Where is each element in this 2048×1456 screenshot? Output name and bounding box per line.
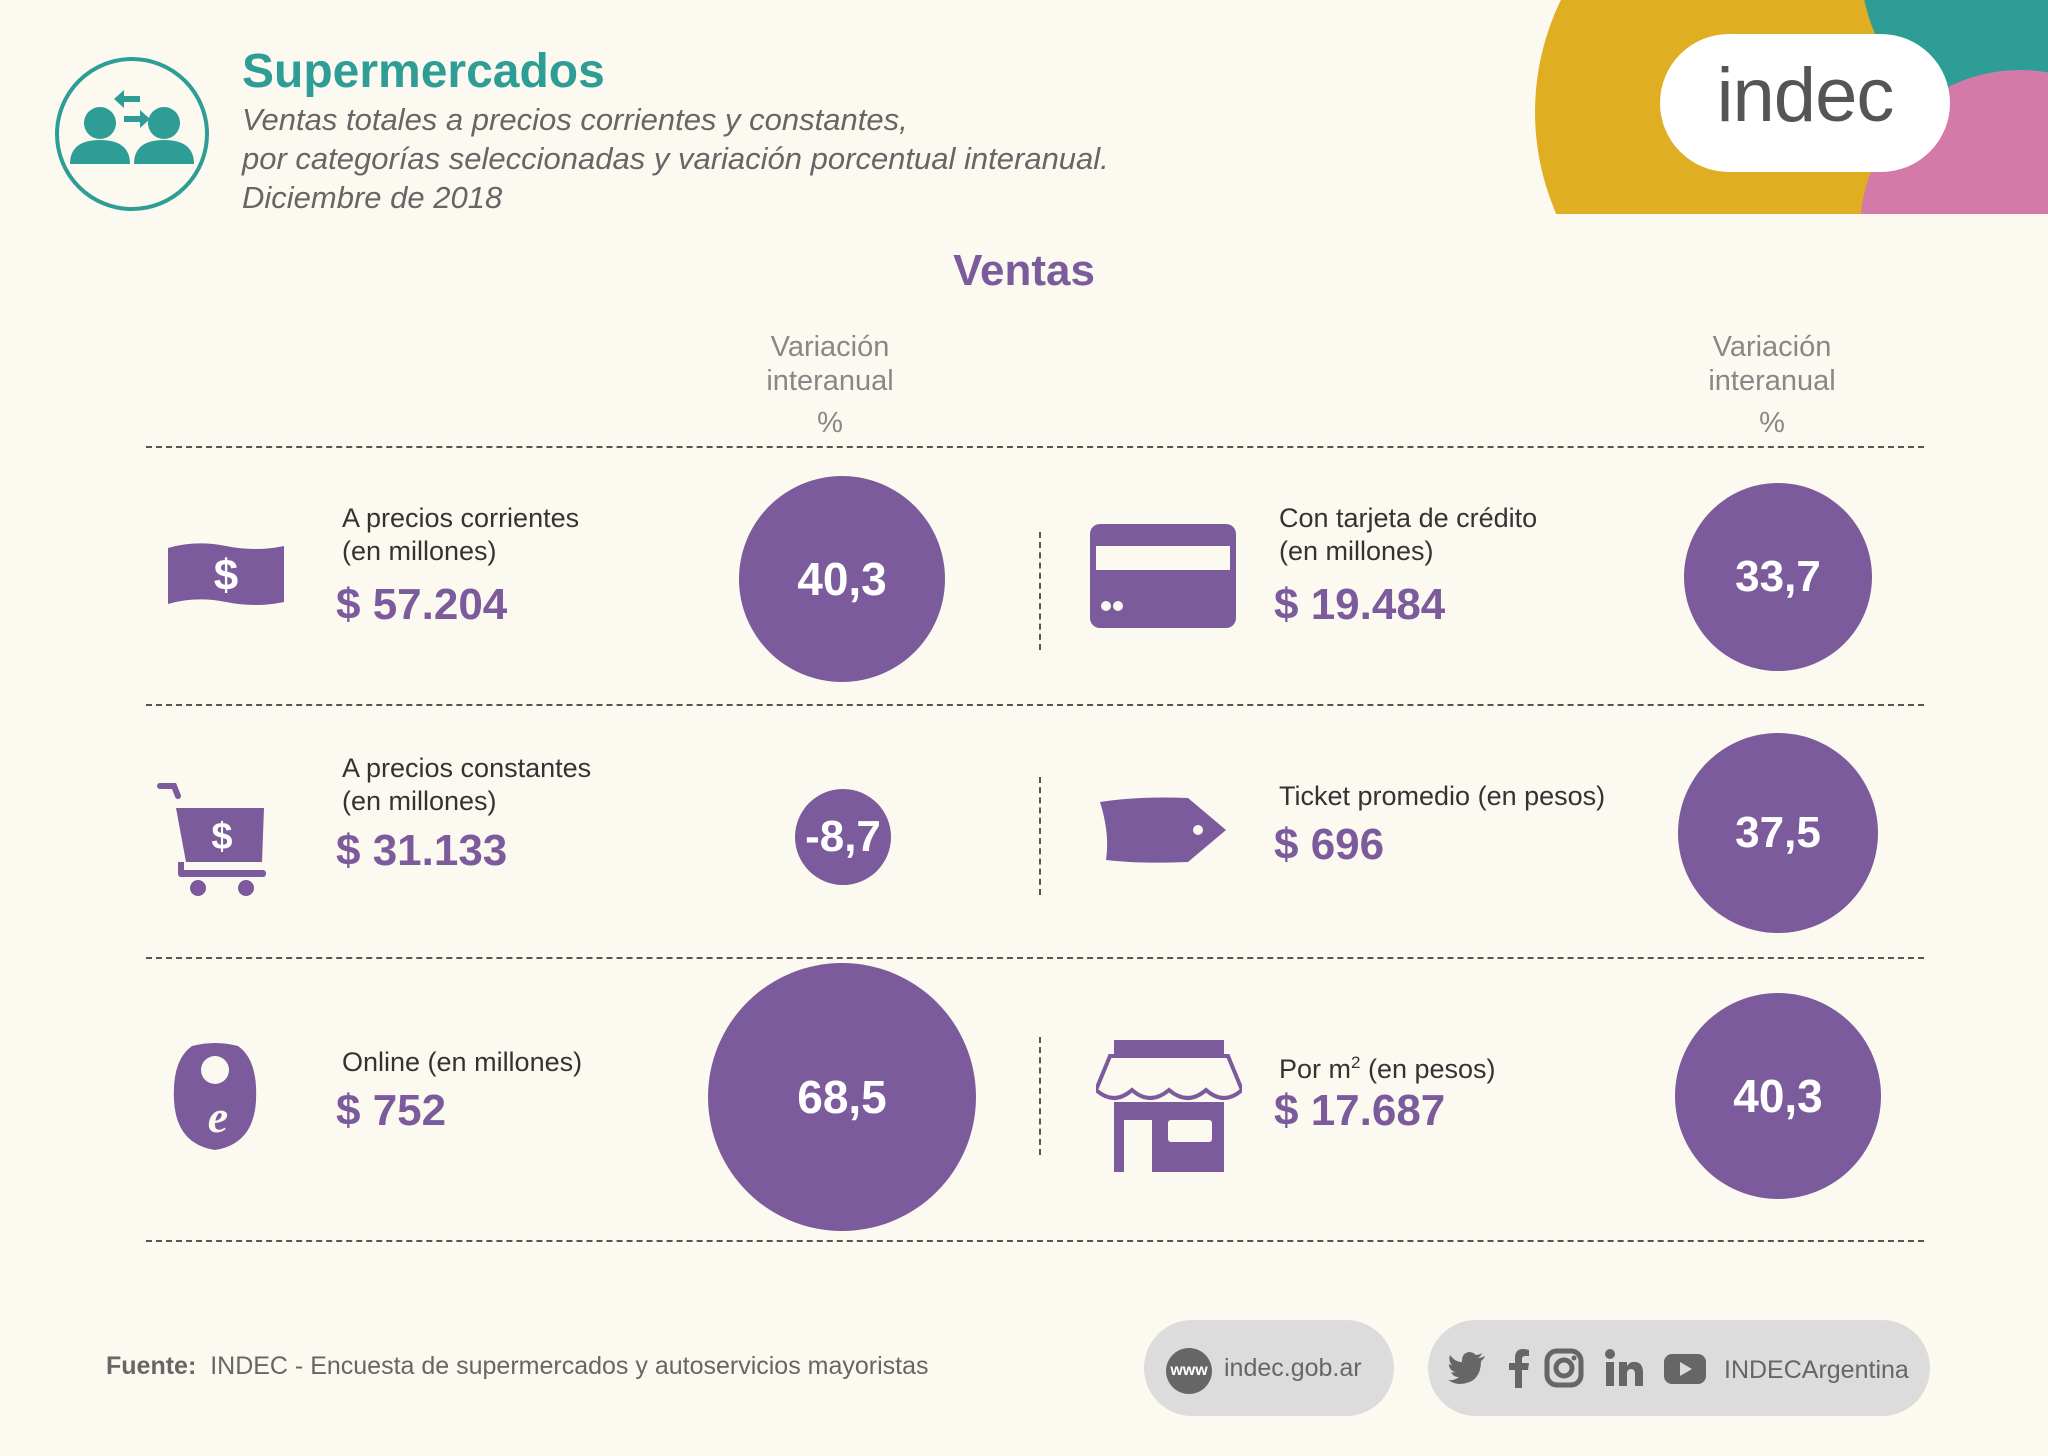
category-label-unit: (en millones) bbox=[342, 786, 497, 816]
category-label: A precios constantes (en millones) bbox=[342, 752, 591, 818]
linkedin-icon[interactable] bbox=[1604, 1348, 1644, 1388]
social-handle: INDECArgentina bbox=[1724, 1356, 1909, 1384]
source-note: Fuente: INDEC - Encuesta de supermercado… bbox=[106, 1352, 929, 1381]
twitter-icon[interactable] bbox=[1448, 1352, 1486, 1384]
variation-header-unit: % bbox=[1759, 407, 1785, 439]
website-text: indec.gob.ar bbox=[1224, 1354, 1362, 1382]
indec-logo: indec bbox=[1520, 0, 2048, 214]
youtube-icon[interactable] bbox=[1664, 1354, 1706, 1384]
category-label-text: Por m bbox=[1279, 1054, 1352, 1084]
category-value: $ 31.133 bbox=[336, 826, 508, 875]
variation-header-line: interanual bbox=[766, 365, 894, 397]
svg-text:e: e bbox=[208, 1091, 228, 1142]
variation-header-right: Variación interanual % bbox=[1662, 330, 1882, 440]
column-divider bbox=[1039, 777, 1041, 895]
people-exchange-icon bbox=[54, 56, 210, 212]
category-label: A precios corrientes (en millones) bbox=[342, 502, 579, 568]
website-link[interactable]: www indec.gob.ar bbox=[1144, 1320, 1394, 1416]
variation-header-left: Variación interanual % bbox=[720, 330, 940, 440]
variation-bubble: 40,3 bbox=[1675, 993, 1881, 1199]
storefront-icon bbox=[1093, 1040, 1245, 1177]
category-label: Online (en millones) bbox=[342, 1047, 583, 1077]
source-text: INDEC - Encuesta de supermercados y auto… bbox=[210, 1352, 929, 1380]
instagram-icon[interactable] bbox=[1544, 1348, 1584, 1388]
social-links: INDECArgentina bbox=[1428, 1320, 1930, 1416]
category-label-unit: (en millones) bbox=[342, 536, 497, 566]
source-label: Fuente: bbox=[106, 1352, 197, 1380]
column-divider bbox=[1039, 532, 1041, 650]
online-bag-icon: e bbox=[172, 1040, 258, 1157]
shopping-cart-dollar-icon: $ bbox=[156, 782, 268, 901]
variation-bubble: 37,5 bbox=[1678, 733, 1878, 933]
banknote-dollar-icon: $ bbox=[166, 540, 286, 615]
svg-text:$: $ bbox=[214, 551, 238, 600]
column-divider bbox=[1039, 1037, 1041, 1155]
globe-icon: www bbox=[1166, 1348, 1212, 1394]
price-tag-icon bbox=[1098, 794, 1228, 871]
variation-bubble: 40,3 bbox=[739, 476, 945, 682]
page-title: Supermercados bbox=[242, 45, 605, 98]
credit-card-icon bbox=[1090, 524, 1236, 633]
category-value: $ 19.484 bbox=[1274, 580, 1446, 629]
subtitle-date: Diciembre de 2018 bbox=[242, 180, 503, 215]
category-label-line: A precios constantes bbox=[342, 753, 592, 783]
facebook-icon[interactable] bbox=[1508, 1348, 1530, 1388]
category-label: Por m2 (en pesos) bbox=[1279, 1046, 1496, 1086]
category-label-unit: (en millones) bbox=[1279, 536, 1434, 566]
category-label-line: A precios corrientes bbox=[342, 503, 580, 533]
row-divider bbox=[146, 1240, 1924, 1242]
svg-text:$: $ bbox=[211, 816, 232, 858]
category-value: $ 752 bbox=[336, 1086, 447, 1135]
row-divider bbox=[146, 957, 1924, 959]
category-label: Con tarjeta de crédito (en millones) bbox=[1279, 502, 1537, 568]
section-title: Ventas bbox=[953, 246, 1095, 295]
category-label-unit: (en pesos) bbox=[1360, 1054, 1496, 1084]
row-divider bbox=[146, 704, 1924, 706]
category-label-line: Con tarjeta de crédito bbox=[1279, 503, 1538, 533]
variation-header-line: Variación bbox=[770, 331, 890, 363]
category-label-superscript: 2 bbox=[1351, 1053, 1361, 1072]
variation-header-line: interanual bbox=[1708, 365, 1836, 397]
variation-header-line: Variación bbox=[1712, 331, 1832, 363]
category-value: $ 696 bbox=[1274, 820, 1385, 869]
variation-header-unit: % bbox=[817, 407, 843, 439]
subtitle-line: por categorías seleccionadas y variación… bbox=[242, 141, 1109, 176]
category-label: Ticket promedio (en pesos) bbox=[1279, 781, 1606, 811]
logo-text: indec bbox=[1716, 53, 1895, 138]
variation-bubble: 33,7 bbox=[1684, 483, 1872, 671]
subtitle-line: Ventas totales a precios corrientes y co… bbox=[242, 102, 908, 137]
variation-bubble: -8,7 bbox=[795, 789, 891, 885]
row-divider bbox=[146, 446, 1924, 448]
page-subtitle: Ventas totales a precios corrientes y co… bbox=[242, 100, 1109, 217]
variation-bubble: 68,5 bbox=[708, 963, 976, 1231]
category-value: $ 17.687 bbox=[1274, 1086, 1446, 1135]
category-value: $ 57.204 bbox=[336, 580, 508, 629]
